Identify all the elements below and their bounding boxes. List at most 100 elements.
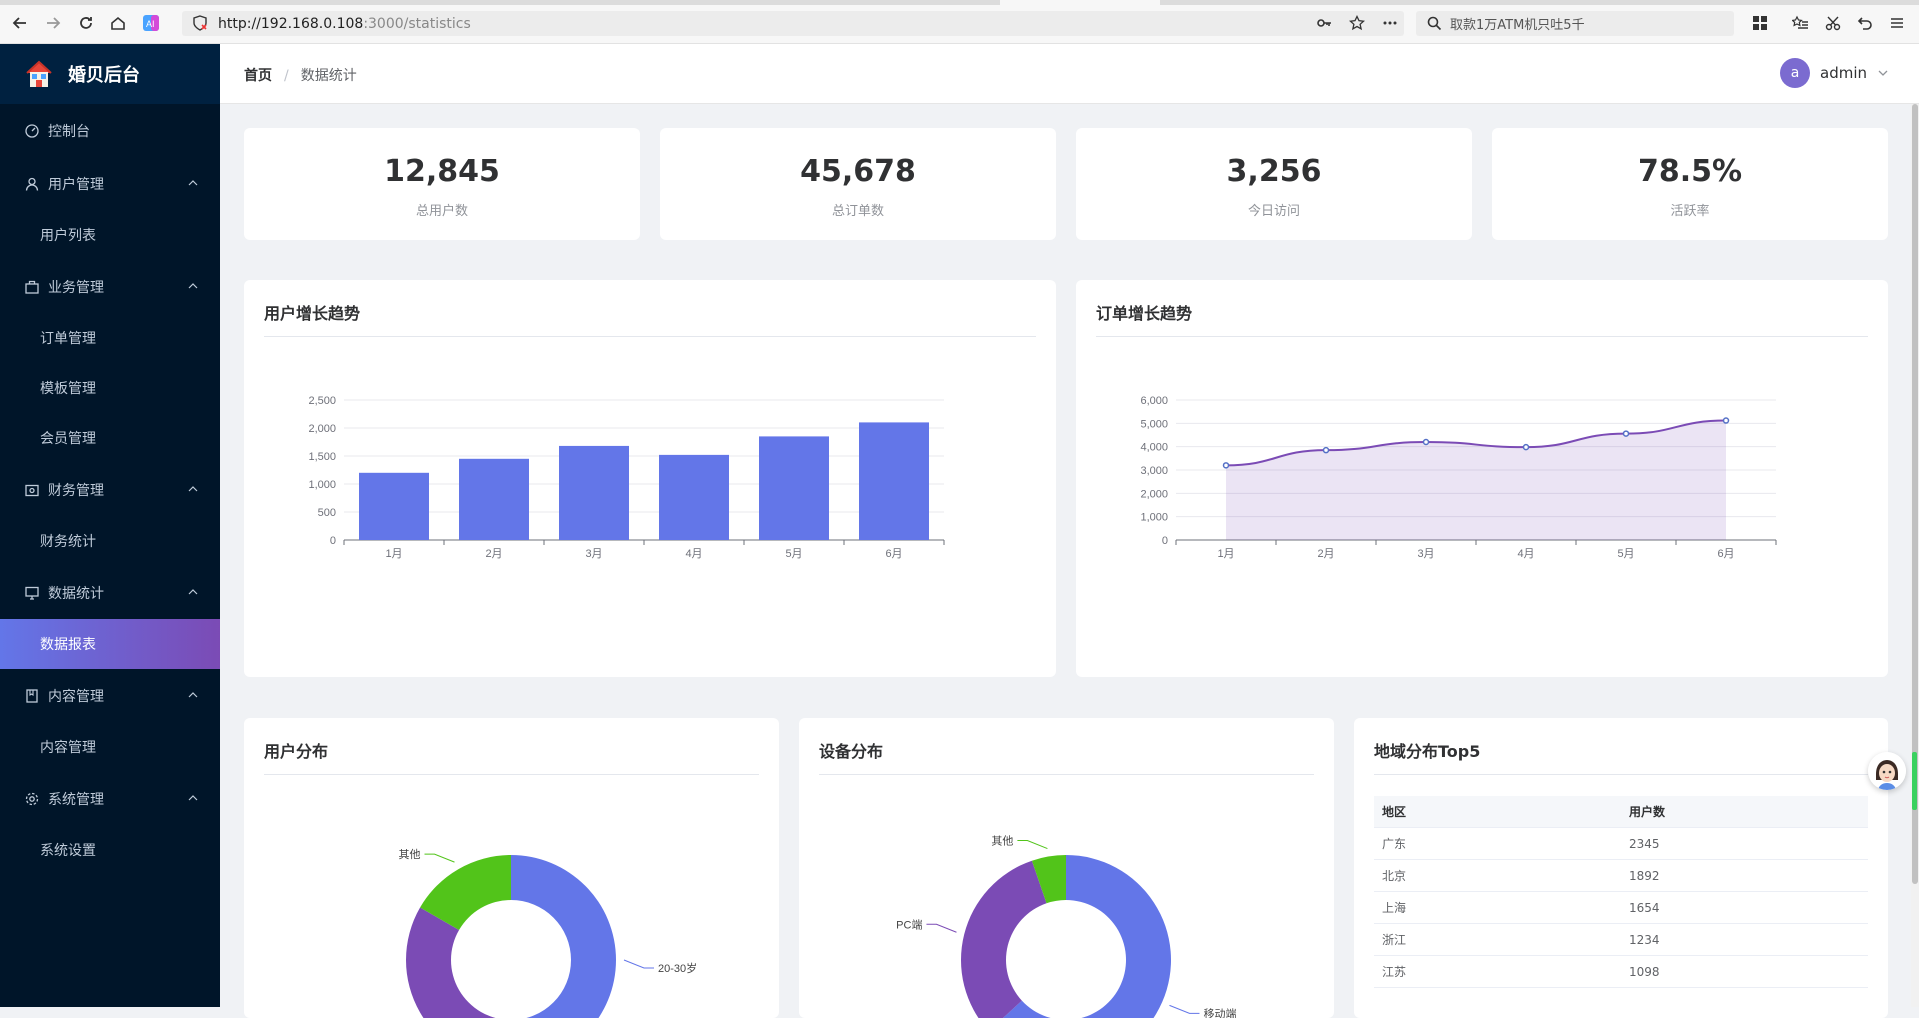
label-leader-line — [624, 960, 654, 968]
browser-search-input[interactable]: 取款1万ATM机只吐5千 — [1416, 11, 1734, 36]
table-row: 上海 1654 — [1374, 892, 1868, 924]
reload-icon[interactable] — [76, 13, 96, 33]
sidebar-item-member-management[interactable]: 会员管理 — [0, 413, 220, 463]
panel-title: 设备分布 — [819, 738, 883, 762]
y-tick-label: 3,000 — [1140, 465, 1168, 477]
divider — [264, 774, 759, 775]
forward-icon[interactable] — [43, 13, 63, 33]
side-widget-tab[interactable] — [1912, 752, 1917, 810]
sidebar-item-system-settings[interactable]: 系统设置 — [0, 825, 220, 875]
scissors-icon[interactable] — [1823, 13, 1843, 33]
sidebar-item-data-statistics[interactable]: 数据统计 — [0, 566, 220, 619]
stat-label: 总用户数 — [244, 200, 640, 219]
chevron-up-icon — [188, 178, 198, 188]
assistant-avatar-icon[interactable] — [1868, 752, 1906, 790]
active-tab[interactable] — [1000, 0, 1160, 5]
back-icon[interactable] — [10, 13, 30, 33]
sidebar-item-finance-stats[interactable]: 财务统计 — [0, 516, 220, 566]
region-table: 地区 用户数 广东 2345 北京 1892 上海 1654 浙江 1234 江… — [1374, 796, 1868, 988]
stat-label: 总订单数 — [660, 200, 1056, 219]
stat-value: 12,845 — [244, 154, 640, 189]
data-point — [1524, 445, 1529, 450]
sidebar-item-finance-management[interactable]: 财务管理 — [0, 463, 220, 516]
stat-card-total-orders: 45,678 总订单数 — [660, 128, 1056, 240]
panel-title: 订单增长趋势 — [1096, 300, 1192, 324]
data-point — [1324, 448, 1329, 453]
top-header: 首页/数据统计 a admin — [220, 44, 1919, 104]
apps-grid-icon[interactable] — [1750, 13, 1770, 33]
sidebar-item-user-management[interactable]: 用户管理 — [0, 157, 220, 210]
slice-label: PC端 — [896, 918, 922, 931]
y-tick-label: 1,000 — [1140, 512, 1168, 524]
favorites-list-icon[interactable] — [1790, 13, 1810, 33]
sidebar-item-order-management[interactable]: 订单管理 — [0, 313, 220, 363]
bar — [659, 455, 729, 540]
sidebar-item-business-management[interactable]: 业务管理 — [0, 260, 220, 313]
logo[interactable]: 婚贝后台 — [0, 44, 220, 104]
menu-hamburger-icon[interactable] — [1887, 13, 1907, 33]
browser-search-text: 取款1万ATM机只吐5千 — [1450, 14, 1585, 33]
divider — [819, 774, 1314, 775]
address-bar[interactable]: http://192.168.0.108:3000/statistics — [182, 11, 1404, 36]
table-cell-region: 广东 — [1374, 835, 1621, 852]
panel-title: 用户分布 — [264, 738, 328, 762]
key-icon[interactable] — [1314, 13, 1334, 33]
stat-value: 78.5% — [1492, 154, 1888, 189]
y-tick-label: 2,500 — [308, 395, 336, 407]
sidebar-item-label: 会员管理 — [40, 428, 96, 448]
breadcrumb-separator: / — [284, 68, 289, 84]
chevron-down-icon — [1877, 67, 1889, 79]
stat-card-active-rate: 78.5% 活跃率 — [1492, 128, 1888, 240]
user-menu[interactable]: a admin — [1780, 58, 1889, 88]
bookmark-star-icon[interactable] — [1347, 13, 1367, 33]
table-cell-users: 1654 — [1621, 901, 1868, 915]
sidebar-item-dashboard[interactable]: 控制台 — [0, 104, 220, 157]
slice-label: 其他 — [991, 835, 1013, 848]
home-icon[interactable] — [108, 13, 128, 33]
sidebar-item-content[interactable]: 内容管理 — [0, 722, 220, 772]
table-row: 浙江 1234 — [1374, 924, 1868, 956]
sidebar-item-label: 用户管理 — [48, 174, 104, 194]
more-dots-icon[interactable] — [1380, 13, 1400, 33]
sidebar-item-content-management[interactable]: 内容管理 — [0, 669, 220, 722]
sidebar-item-template-management[interactable]: 模板管理 — [0, 363, 220, 413]
table-cell-region: 上海 — [1374, 899, 1621, 916]
table-cell-users: 2345 — [1621, 837, 1868, 851]
y-tick-label: 4,000 — [1140, 442, 1168, 454]
ai-extension-icon[interactable]: AI — [141, 13, 161, 33]
bar — [859, 422, 929, 540]
page-scrollbar[interactable] — [1911, 104, 1919, 1007]
data-point — [1624, 431, 1629, 436]
panel-title: 地域分布Top5 — [1374, 738, 1480, 762]
browser-toolbar: AI http://192.168.0.108:3000/statistics … — [0, 0, 1919, 44]
breadcrumb-home[interactable]: 首页 — [244, 68, 272, 84]
bar — [759, 436, 829, 540]
y-tick-label: 5,000 — [1140, 418, 1168, 430]
bar — [459, 459, 529, 540]
sidebar-item-user-list[interactable]: 用户列表 — [0, 210, 220, 260]
x-tick-label: 4月 — [1517, 548, 1534, 560]
slice-label: 其他 — [399, 848, 421, 861]
sidebar-item-data-report[interactable]: 数据报表 — [0, 619, 220, 669]
y-tick-label: 2,000 — [308, 423, 336, 435]
y-tick-label: 0 — [1162, 535, 1168, 547]
table-cell-users: 1098 — [1621, 965, 1868, 979]
undo-icon[interactable] — [1855, 13, 1875, 33]
briefcase-icon — [24, 279, 40, 295]
sidebar-item-label: 数据统计 — [48, 583, 104, 603]
sidebar-item-label: 财务管理 — [48, 480, 104, 500]
pie-slice — [511, 855, 616, 1018]
stat-card-total-users: 12,845 总用户数 — [244, 128, 640, 240]
x-tick-label: 2月 — [1317, 548, 1334, 560]
y-tick-label: 1,000 — [308, 479, 336, 491]
x-tick-label: 5月 — [1617, 548, 1634, 560]
data-point — [1724, 418, 1729, 423]
sidebar-item-system-management[interactable]: 系统管理 — [0, 772, 220, 825]
x-tick-label: 6月 — [885, 548, 902, 560]
divider — [1374, 774, 1868, 775]
table-cell-region: 浙江 — [1374, 931, 1621, 948]
insecure-shield-icon[interactable] — [190, 13, 210, 33]
sidebar: 婚贝后台 控制台 用户管理 用户列表 业务管理 订单管理 模板管理 会员管理 财… — [0, 44, 220, 1007]
